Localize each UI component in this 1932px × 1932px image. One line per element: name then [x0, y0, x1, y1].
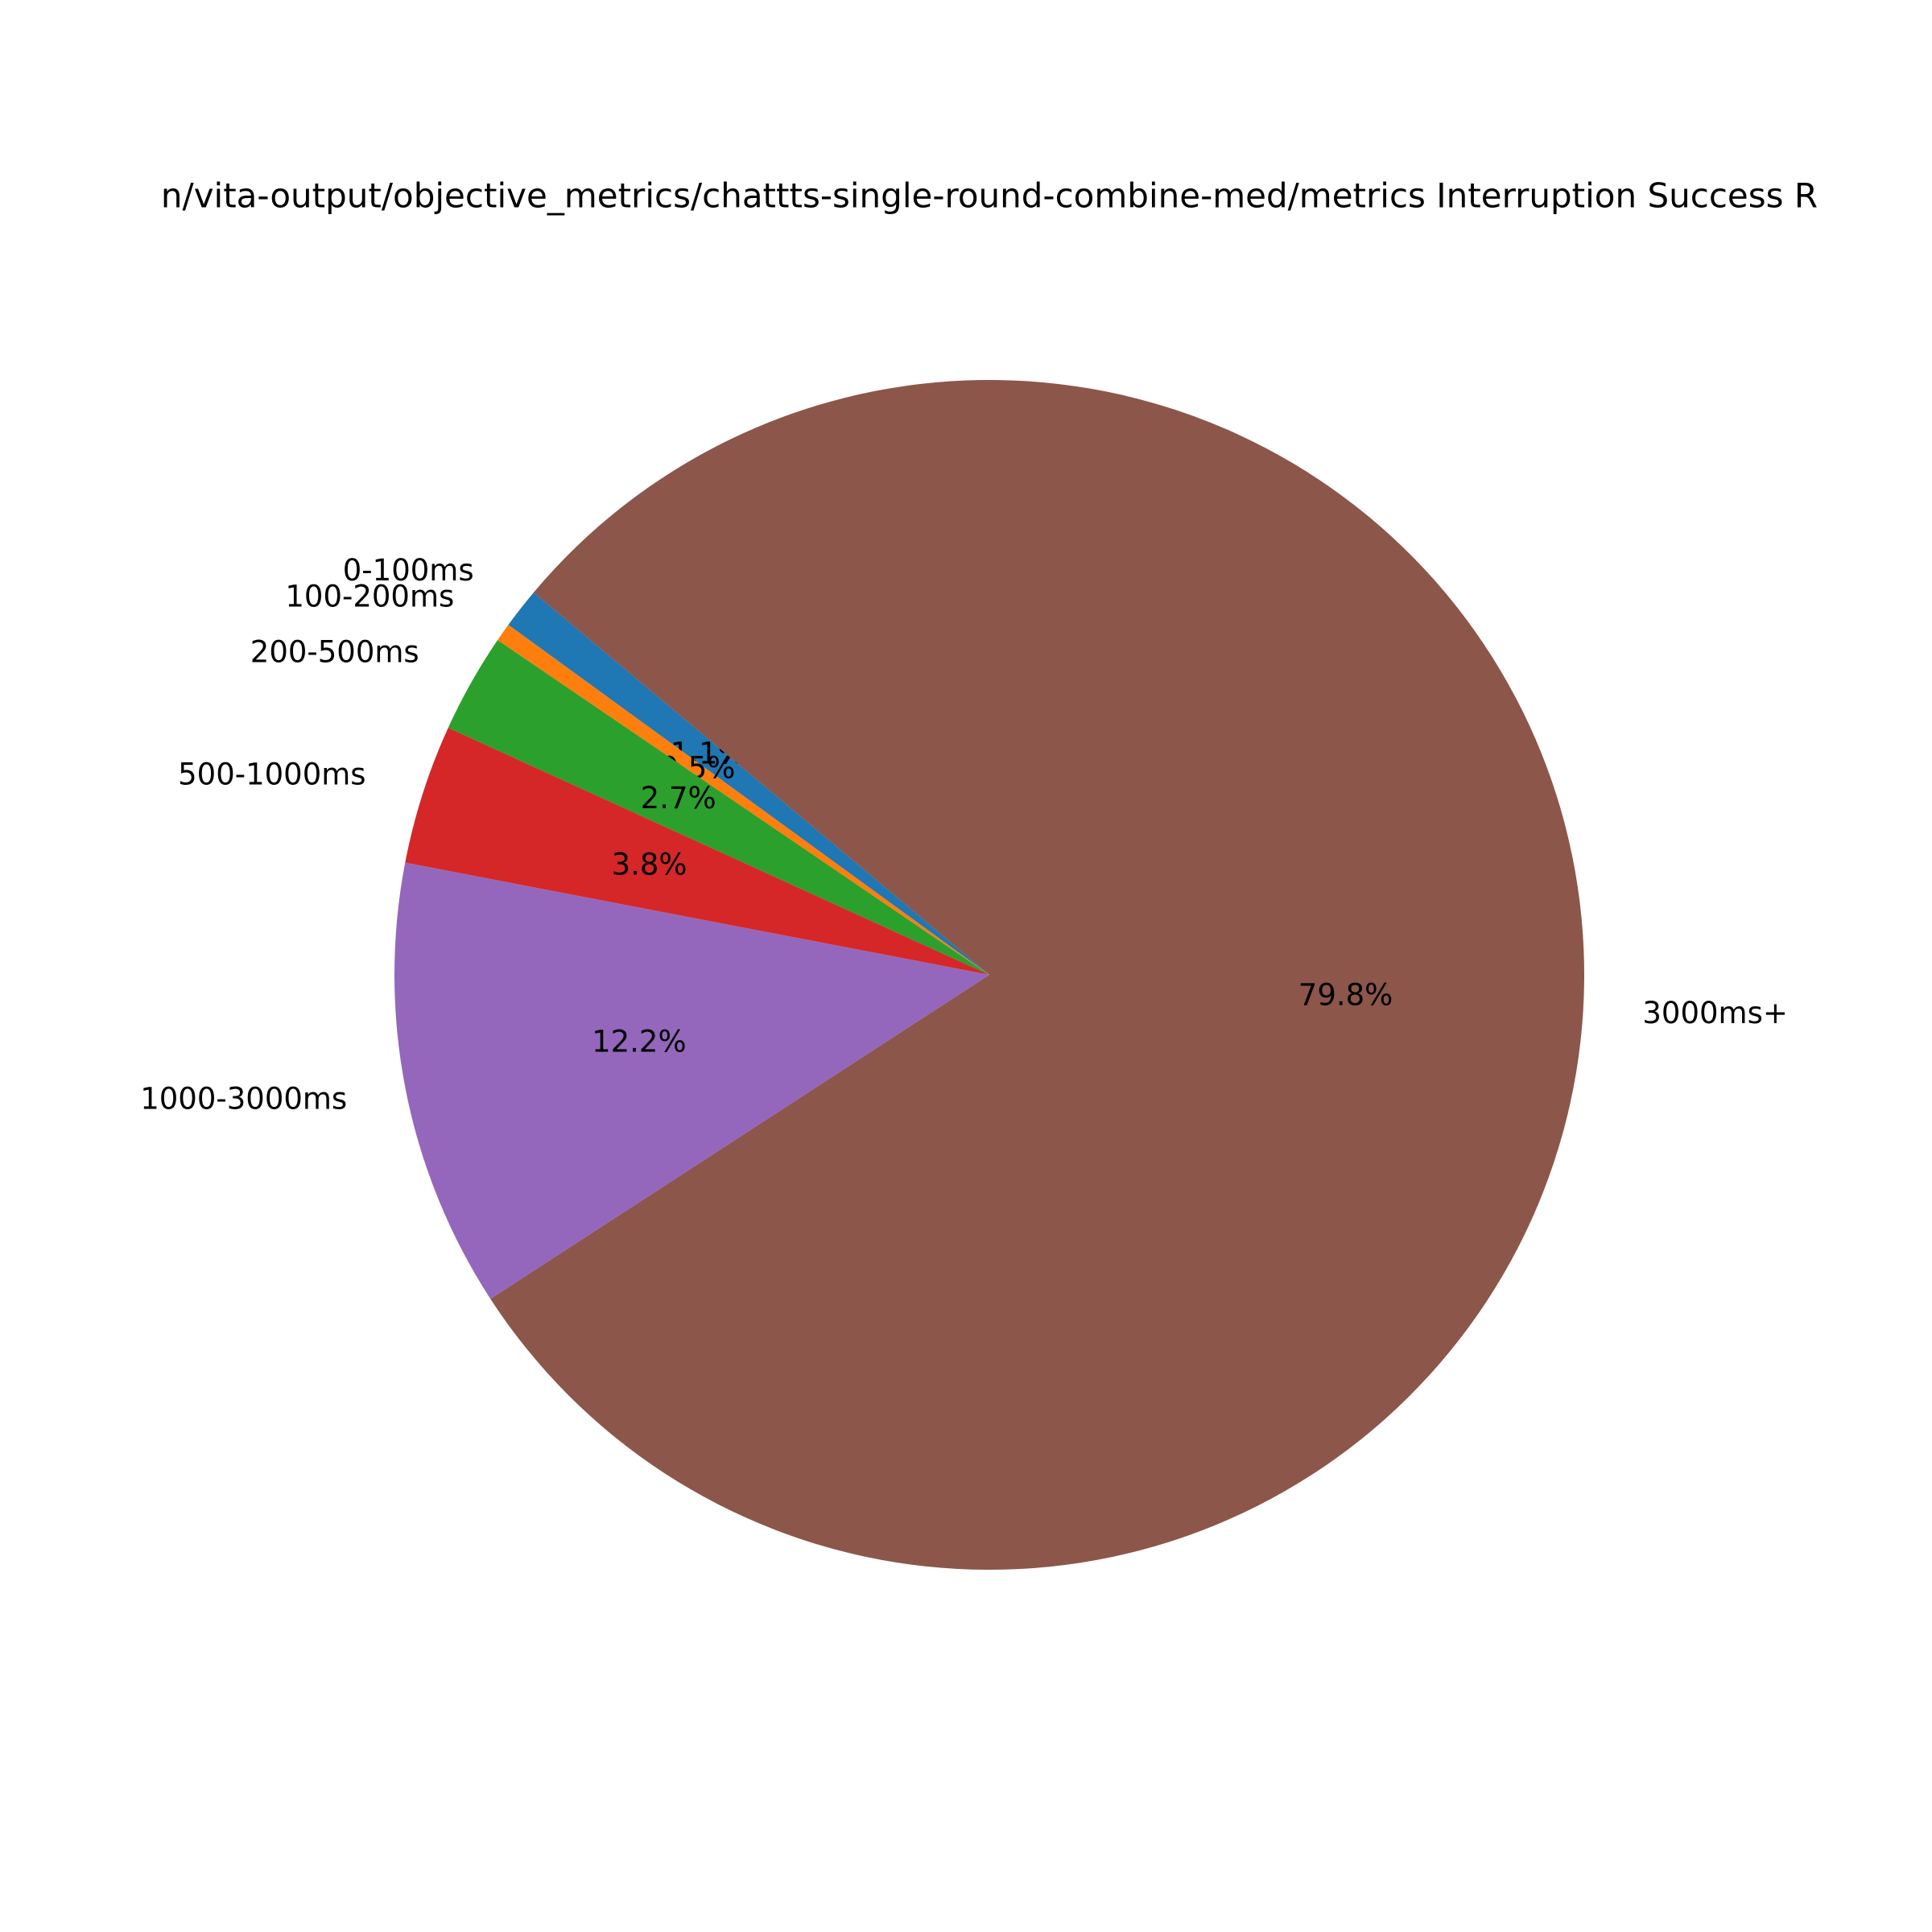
pie-slice — [490, 379, 1584, 1570]
chart-title: n/vita-output/objective_metrics/chattts-… — [161, 176, 1818, 216]
pct-label: 3.8% — [612, 848, 687, 882]
slice-label: 200-500ms — [250, 635, 419, 670]
slice-label: 1000-3000ms — [140, 1082, 347, 1117]
pie-slice — [394, 862, 989, 1299]
pie-slice — [405, 728, 989, 975]
pct-label: 2.7% — [641, 781, 716, 815]
slice-label: 500-1000ms — [178, 757, 365, 791]
pct-label: 12.2% — [592, 1025, 687, 1059]
pct-label: 79.8% — [1298, 978, 1393, 1013]
pie-slice — [448, 640, 989, 975]
pie-slice — [508, 592, 989, 975]
slice-label: 0-100ms — [343, 553, 474, 588]
slice-label: 3000ms+ — [1642, 996, 1787, 1030]
pie-slice — [497, 625, 989, 975]
slice-label: 100-200ms — [285, 580, 454, 614]
